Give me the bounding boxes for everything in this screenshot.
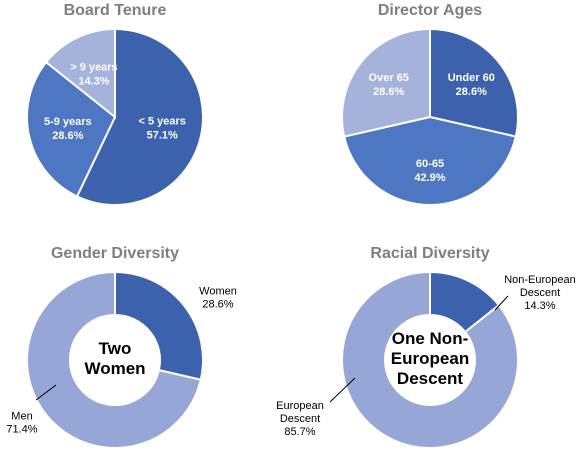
pie-slice-60-65 [343,115,517,206]
slice-label-non-european-descent-line: Non-European [504,274,576,286]
slice-label-non-european-descent: Non-European Descent 14.3% [504,274,576,312]
slice-label--5-years: < 5 years 57.1% [138,116,185,142]
slice-label-under-60: Under 60 28.6% [448,72,495,98]
leader-line [329,377,356,403]
slice-label-5-9-years-line: 5-9 years [44,116,92,128]
pie-slice-women [114,270,204,381]
slice-label-5-9-years: 5-9 years 28.6% [44,116,92,142]
leader-line [494,295,509,311]
slice-label-european-descent-line: European [276,400,324,412]
pie-slice-over-65 [341,27,431,138]
slice-label--9-years-line: > 9 years [70,61,117,73]
slice-label-60-65-line: 60-65 [416,158,444,170]
slice-label-over-65-line: Over 65 [369,72,409,84]
donut-center-label-line: Two [99,339,132,358]
slice-label-women-line: 28.6% [202,299,233,311]
slice-label-women: Women 28.6% [199,286,237,311]
labels-layer: < 5 years 57.1% 5-9 years 28.6% > 9 years 14.… [6,61,575,438]
slice-label--9-years-line: 14.3% [78,75,109,87]
slice-label-european-descent-line: 85.7% [284,426,315,438]
chart-title-director-ages: Director Ages [378,2,482,19]
slice-label-60-65: 60-65 42.9% [414,158,445,184]
chart-title-gender-diversity: Gender Diversity [51,245,179,262]
slice-label-over-65: Over 65 28.6% [369,72,409,98]
chart-director-ages [341,27,519,206]
slice-label-under-60-line: 28.6% [456,86,487,98]
pie-slice-5-9-years [26,60,117,198]
slice-label-men: Men 71.4% [6,411,37,436]
slice-label--9-years: > 9 years 14.3% [70,61,117,87]
donut-center-label-line: Descent [397,369,463,388]
pie-slice-men [26,270,202,449]
pie-slice--9-years [44,27,116,120]
chart-title-racial-diversity: Racial Diversity [370,245,489,262]
slice-label-60-65-line: 42.9% [414,172,445,184]
slice-label-european-descent: European Descent 85.7% [276,400,324,438]
pie-slice-under-60 [429,27,519,138]
donut-center-label: One Non-European Descent [391,329,469,388]
pie-slice--5-years [75,27,204,206]
slice-label--5-years-line: < 5 years [138,116,185,128]
chart-title-board-tenure: Board Tenure [64,2,167,19]
slice-label-over-65-line: 28.6% [373,86,404,98]
slice-label-women-line: Women [199,286,237,298]
slice-label-non-european-descent-line: Descent [520,287,560,299]
donut-center-label-line: One Non- [392,329,469,348]
chart-board-tenure [26,27,204,206]
slices-layer [26,27,519,449]
slice-label-men-line: 71.4% [6,424,37,436]
leader-line [35,384,57,401]
slice-label-under-60-line: Under 60 [448,72,495,84]
slice-label-5-9-years-line: 28.6% [52,130,83,142]
chart-gender-diversity [26,270,204,449]
slice-label-men-line: Men [11,411,32,423]
donut-center-label-line: European [391,349,469,368]
pie-slice-european-descent [341,270,519,449]
slice-label-european-descent-line: Descent [280,413,320,425]
donut-center-label: Two Women [84,339,145,378]
slice-label--5-years-line: 57.1% [147,130,178,142]
donut-center-label-line: Women [84,359,145,378]
slice-label-non-european-descent-line: 14.3% [524,300,555,312]
